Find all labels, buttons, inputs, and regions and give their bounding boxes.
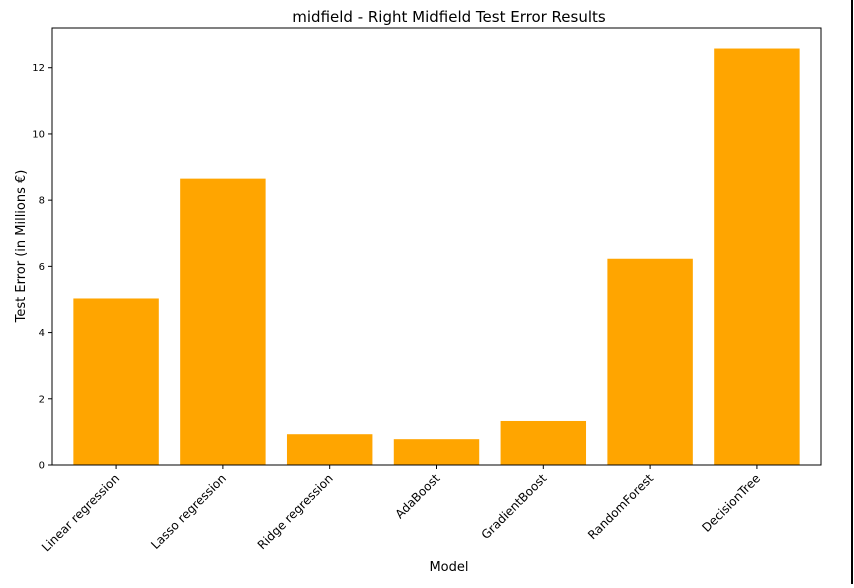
bar xyxy=(286,434,373,465)
x-axis-label: Model xyxy=(429,560,468,575)
y-tick-label: 6 xyxy=(39,262,45,273)
bar xyxy=(393,439,480,465)
y-tick-label: 2 xyxy=(39,394,45,405)
chart-title: midfield - Right Midfield Test Error Res… xyxy=(292,8,606,26)
y-tick-label: 0 xyxy=(39,461,45,472)
x-tick-label: DecisionTree xyxy=(699,471,763,535)
y-tick-label: 10 xyxy=(32,129,45,140)
image-border xyxy=(851,0,853,584)
bar xyxy=(73,298,159,465)
y-axis-label: Test Error (in Millions €) xyxy=(14,170,29,324)
bar xyxy=(180,178,266,465)
bar xyxy=(714,48,800,465)
y-tick-label: 8 xyxy=(39,196,45,207)
bar xyxy=(500,420,587,465)
x-tick-label: GradientBoost xyxy=(479,471,550,542)
x-tick-label: RandomForest xyxy=(585,471,656,542)
y-tick-label: 4 xyxy=(39,328,45,339)
x-tick-label: Lasso regression xyxy=(148,471,229,552)
axes-layer: Linear regression Lasso regression Ridge r… xyxy=(32,27,822,554)
x-tick-label: Ridge regression xyxy=(255,471,336,552)
plot-frame xyxy=(51,27,822,466)
y-tick-label: 12 xyxy=(32,63,45,74)
x-tick-label: Linear regression xyxy=(39,471,122,554)
bar xyxy=(607,258,693,465)
x-tick-label: AdaBoost xyxy=(393,471,443,521)
bars-layer xyxy=(73,48,800,465)
